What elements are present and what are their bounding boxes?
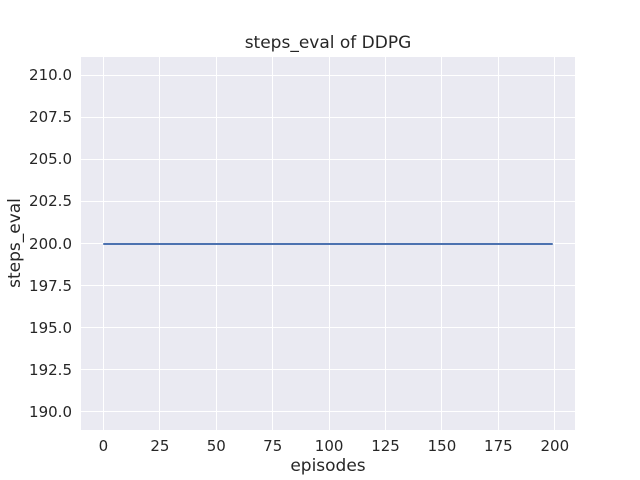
y-tick-label: 202.5 [29, 192, 72, 211]
x-tick-label: 175 [484, 437, 513, 455]
x-tick-label: 150 [427, 437, 457, 455]
y-tick-label: 192.5 [29, 360, 72, 379]
y-tick-label: 205.0 [29, 150, 72, 169]
series-line-ddpg [103, 242, 553, 245]
y-tick-label: 197.5 [29, 276, 72, 295]
y-gridline [81, 200, 575, 202]
y-gridline [81, 158, 575, 160]
y-gridline [81, 285, 575, 286]
x-tick-label: 75 [263, 437, 283, 455]
x-tick-label: 0 [98, 437, 109, 455]
x-tick-label: 100 [314, 437, 344, 455]
x-tick-label: 200 [540, 437, 570, 455]
y-gridline [81, 116, 575, 118]
y-gridline [81, 74, 575, 76]
y-tick-label: 210.0 [29, 66, 72, 85]
x-tick-label: 125 [371, 437, 400, 455]
y-gridline [81, 411, 575, 413]
x-tick-label: 50 [206, 437, 226, 455]
y-tick-label: 207.5 [29, 108, 72, 127]
x-axis-label: episodes [290, 456, 366, 476]
plot-area [81, 57, 575, 430]
y-gridline [81, 327, 575, 328]
y-gridline [81, 369, 575, 370]
x-tick-label: 25 [150, 437, 170, 455]
x-gridline [554, 57, 556, 430]
y-tick-label: 195.0 [29, 318, 72, 337]
chart-title: steps_eval of DDPG [244, 33, 412, 53]
y-tick-label: 200.0 [29, 234, 72, 253]
y-tick-label: 190.0 [29, 402, 72, 421]
